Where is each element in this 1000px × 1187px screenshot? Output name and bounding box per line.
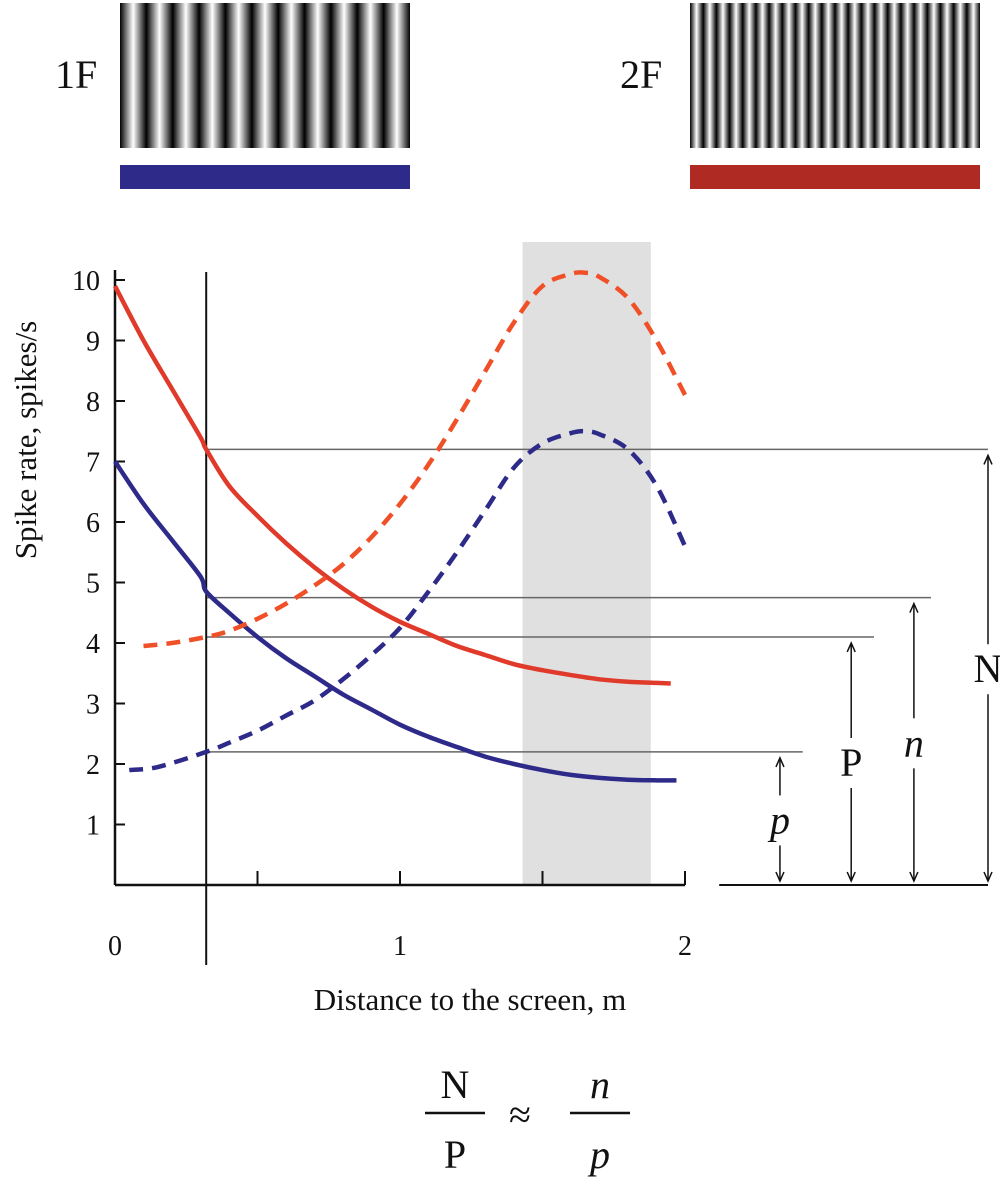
formula-right-numerator: n [590, 1062, 610, 1107]
series-line-solid [113, 285, 671, 686]
series-line-dashed [143, 270, 687, 649]
bracket-arrow-up [846, 641, 856, 653]
brackets: p P n N [719, 453, 1000, 886]
y-tick-label: 3 [86, 690, 100, 721]
axes [113, 270, 686, 965]
grating-2f-label: 2F [620, 52, 662, 97]
bracket-arrow-up [775, 756, 785, 768]
y-tick-label: 6 [86, 508, 100, 539]
y-tick-label: 7 [86, 448, 100, 479]
series-line-solid [113, 460, 677, 783]
x-tick-label: 1 [393, 931, 407, 962]
formula-operator: ≈ [509, 1092, 531, 1137]
formula-right-denominator: p [587, 1132, 610, 1177]
formula-left-denominator: P [444, 1132, 466, 1177]
bracket-arrow-up [983, 453, 993, 465]
y-tick-label: 1 [86, 811, 100, 842]
series-lines [113, 270, 688, 783]
tick-labels: 1 2 3 4 5 6 7 8 9 10 0 1 2 [72, 266, 692, 962]
y-tick-label: 5 [86, 569, 100, 600]
grating-1f-label: 1F [55, 52, 97, 97]
bracket-label: p [767, 797, 790, 842]
y-tick-label: 9 [86, 327, 100, 358]
grating-1f-image [120, 3, 410, 148]
grating-1f-bar [120, 165, 410, 189]
grating-1f: 1F [55, 3, 410, 189]
bracket-label: N [974, 646, 1000, 691]
shaded-region [522, 242, 651, 885]
bracket-arrow-down [909, 871, 919, 883]
x-tick-label: 0 [108, 931, 122, 962]
y-tick-label: 10 [72, 266, 100, 297]
grating-2f-image [690, 3, 980, 148]
bracket-arrow-up [909, 601, 919, 613]
bracket-label: P [840, 740, 862, 785]
y-axis-title: Spike rate, spikes/s [8, 321, 43, 560]
bracket-arrow-down [983, 871, 993, 883]
x-axis-title: Distance to the screen, m [314, 982, 626, 1017]
y-tick-label: 2 [86, 750, 100, 781]
formula: N P ≈ n p [425, 1062, 630, 1177]
shaded-band [522, 242, 651, 885]
formula-left-numerator: N [441, 1062, 470, 1107]
bracket-arrow-down [775, 871, 785, 883]
y-tick-label: 4 [86, 629, 100, 660]
grating-2f-bar [690, 165, 980, 189]
series-line-dashed [129, 428, 688, 773]
bracket-arrow-down [846, 871, 856, 883]
reference-lines [206, 448, 988, 753]
x-tick-label: 2 [678, 931, 692, 962]
y-tick-label: 8 [86, 387, 100, 418]
grating-2f: 2F [620, 3, 980, 189]
bracket-label: n [904, 720, 924, 765]
